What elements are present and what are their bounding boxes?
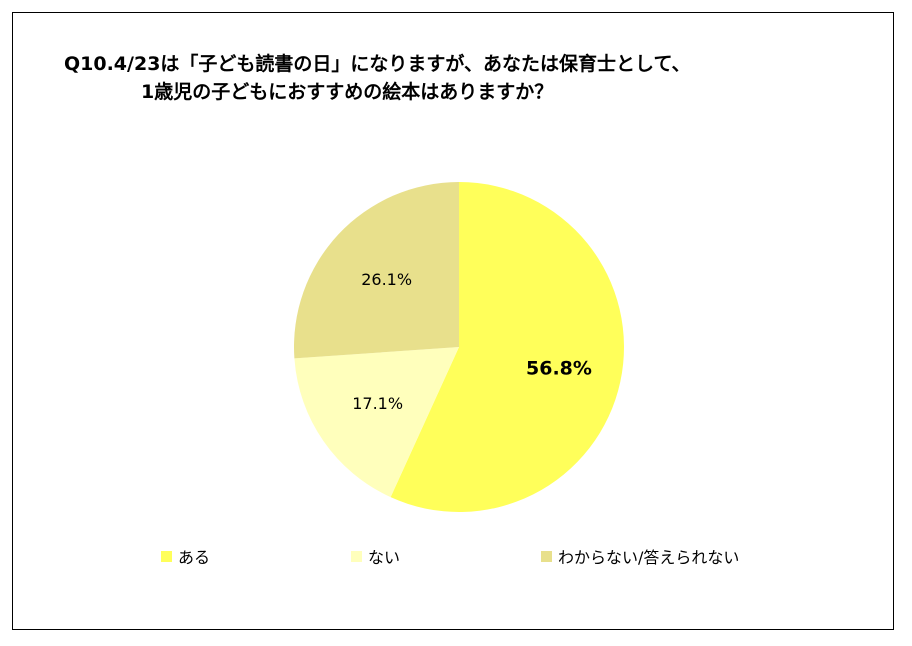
legend-item-aru: ある: [161, 546, 211, 567]
chart-title: Q10.4/23は「子ども読書の日」になりますが、あなたは保育士として、 1歳児…: [64, 50, 864, 106]
legend-swatch-nai: [351, 550, 362, 562]
pie-label-aru: 56.8%: [526, 358, 592, 380]
pie-slice-nai: [294, 347, 459, 498]
chart-title-line2: 1歳児の子どもにおすすめの絵本はありますか？: [141, 81, 554, 103]
pie-slice-aru: [390, 182, 624, 513]
legend-item-wakaranai: わからない/答えられない: [541, 546, 740, 567]
legend-swatch-wakaranai: [541, 550, 552, 562]
legend-label-nai: ない: [368, 548, 401, 567]
pie-label-wakaranai: 26.1%: [361, 270, 412, 289]
legend-item-nai: ない: [351, 546, 401, 567]
legend-label-aru: ある: [178, 548, 211, 567]
pie-slice-wakaranai: [294, 182, 459, 359]
chart-title-line1: Q10.4/23は「子ども読書の日」になりますが、あなたは保育士として、: [64, 53, 691, 75]
legend-label-wakaranai: わからない/答えられない: [558, 548, 740, 567]
pie-label-nai: 17.1%: [352, 394, 403, 413]
legend-swatch-aru: [161, 550, 172, 562]
